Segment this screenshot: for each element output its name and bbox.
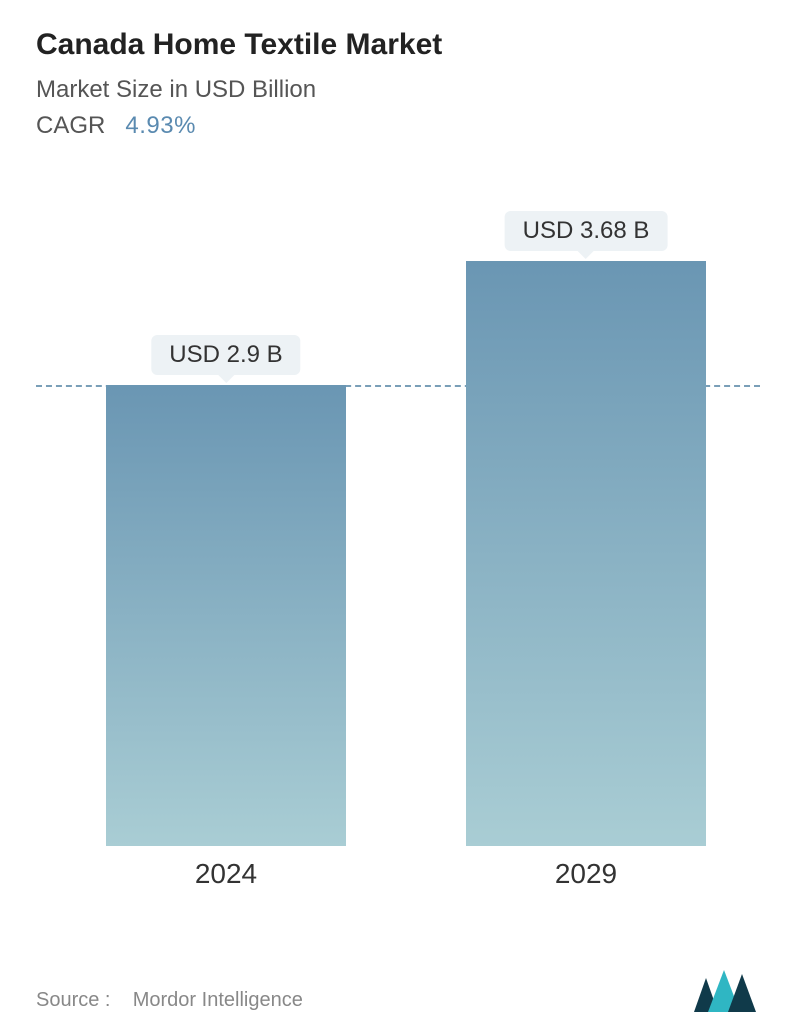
cagr-row: CAGR 4.93% xyxy=(36,112,760,140)
x-axis-label: 2024 xyxy=(106,858,346,890)
cagr-value: 4.93% xyxy=(125,112,196,139)
footer: Source : Mordor Intelligence xyxy=(36,970,760,1012)
bar-value-label: USD 3.68 B xyxy=(505,211,668,251)
chart-container: Canada Home Textile Market Market Size i… xyxy=(0,0,796,1034)
bar xyxy=(466,261,706,846)
x-axis-label: 2029 xyxy=(466,858,706,890)
source-name: Mordor Intelligence xyxy=(133,989,303,1011)
source-prefix: Source : xyxy=(36,989,110,1011)
source-text: Source : Mordor Intelligence xyxy=(36,989,303,1012)
chart-subtitle: Market Size in USD Billion xyxy=(36,76,760,104)
cagr-label: CAGR xyxy=(36,112,105,139)
brand-logo-icon xyxy=(694,970,760,1012)
bar-value-label: USD 2.9 B xyxy=(151,335,300,375)
chart-title: Canada Home Textile Market xyxy=(36,28,760,62)
bar xyxy=(106,385,346,846)
bar-chart: USD 2.9 B 2024 USD 3.68 B 2029 xyxy=(36,176,760,896)
